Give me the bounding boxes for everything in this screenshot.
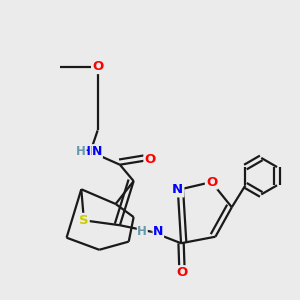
Text: N: N [153,225,164,238]
Text: HN: HN [80,145,100,158]
Text: N: N [172,183,183,196]
Text: O: O [144,153,156,166]
Text: N: N [92,145,102,158]
Text: O: O [206,176,217,189]
Text: O: O [176,266,188,279]
Text: H: H [76,145,86,158]
Text: S: S [79,214,89,227]
Text: O: O [92,60,103,73]
Text: H: H [137,225,147,238]
